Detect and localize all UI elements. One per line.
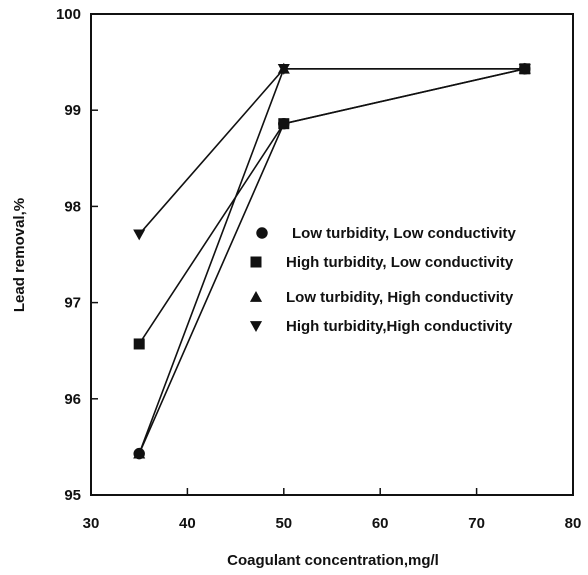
legend-item: Low turbidity, Low conductivity [256, 225, 517, 242]
legend-item: High turbidity,High conductivity [249, 318, 513, 335]
x-tick-label: 30 [83, 515, 100, 532]
data-point [277, 63, 290, 75]
legend-marker [249, 321, 263, 333]
data-point [278, 118, 290, 130]
x-axis: 30 40 50 60 70 80 [83, 488, 582, 532]
y-tick-label: 96 [64, 391, 81, 408]
y-tick-label: 100 [56, 6, 81, 23]
series-1 [133, 63, 531, 350]
legend-item: Low turbidity, High conductivity [249, 289, 514, 306]
x-tick-label: 50 [275, 515, 292, 532]
legend-marker [256, 227, 268, 239]
data-point [133, 338, 145, 350]
x-tick-label: 40 [179, 515, 196, 532]
legend-marker [250, 256, 262, 268]
y-tick-label: 98 [64, 198, 81, 215]
x-tick-label: 70 [468, 515, 485, 532]
legend-label: High turbidity, Low conductivity [286, 254, 514, 271]
plot-frame [90, 13, 574, 496]
y-axis-title: Lead removal,% [11, 198, 28, 312]
data-point [133, 447, 146, 459]
data-point [133, 229, 146, 241]
y-tick-label: 97 [64, 295, 81, 312]
legend-marker [249, 290, 263, 302]
y-tick-label: 99 [64, 102, 81, 119]
y-tick-label: 95 [64, 487, 81, 504]
plot-area [90, 13, 574, 496]
x-tick-label: 80 [565, 515, 582, 532]
y-axis: 95 96 97 98 99 100 [56, 6, 98, 504]
x-tick-label: 60 [372, 515, 389, 532]
series-layer [133, 62, 531, 460]
series-line [138, 68, 525, 235]
x-axis-title: Coagulant concentration,mg/l [227, 552, 439, 569]
series-3 [133, 63, 531, 241]
legend-item: High turbidity, Low conductivity [250, 254, 514, 271]
legend-label: High turbidity,High conductivity [286, 318, 513, 335]
legend: Low turbidity, Low conductivity High turb… [249, 225, 517, 335]
data-point [518, 63, 531, 75]
legend-label: Low turbidity, Low conductivity [292, 225, 517, 242]
legend-label: Low turbidity, High conductivity [286, 289, 514, 306]
